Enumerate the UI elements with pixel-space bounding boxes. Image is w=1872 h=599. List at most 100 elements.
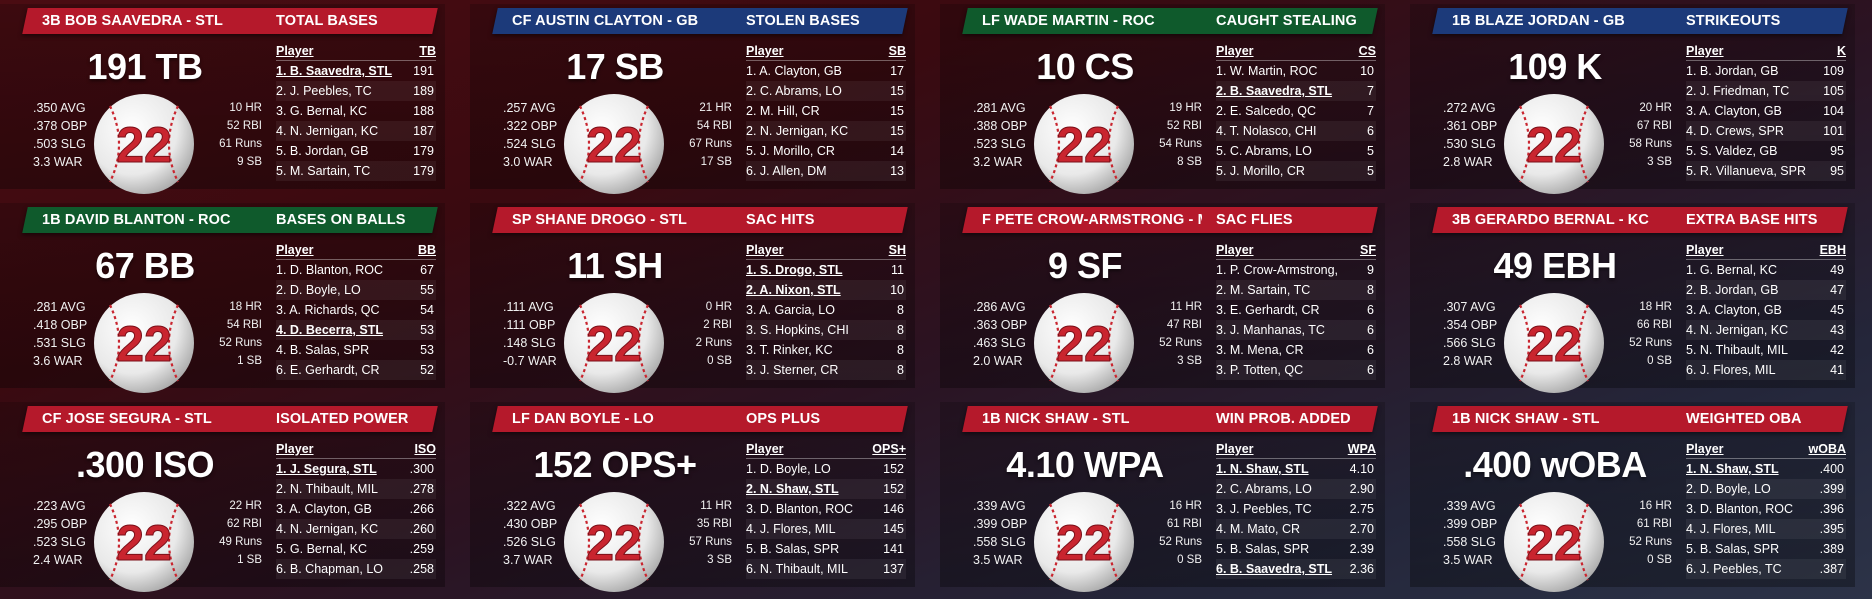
leader-card-sac-hits[interactable]: SP SHANE DROGO - STL SAC HITS 11 SH .111 AV…	[470, 203, 915, 393]
leaderboard-row[interactable]: 1. J. Segura, STL .300	[276, 459, 436, 479]
leaderboard-row[interactable]: 2. B. Jordan, GB 47	[1686, 280, 1846, 300]
leaderboard-row[interactable]: 4. D. Crews, SPR 101	[1686, 121, 1846, 141]
leaderboard-header: Player TB	[276, 41, 436, 61]
leaderboard-row[interactable]: 4. J. Flores, MIL .395	[1686, 519, 1846, 539]
player-stat-value: 13	[890, 164, 904, 178]
leaderboard-row[interactable]: 5. C. Abrams, LO 5	[1216, 141, 1376, 161]
leaderboard-row[interactable]: 5. S. Valdez, GB 95	[1686, 141, 1846, 161]
leaderboard-row[interactable]: 3. J. Peebles, TC 2.75	[1216, 499, 1376, 519]
player-name[interactable]: 2. A. Nixon, STL	[746, 283, 841, 297]
leaderboard-row[interactable]: 3. J. Sterner, CR 8	[746, 360, 906, 380]
leaderboard-row[interactable]: 3. E. Gerhardt, CR 6	[1216, 300, 1376, 320]
leaderboard-row[interactable]: 4. N. Jernigan, KC .260	[276, 519, 436, 539]
leaderboard-row[interactable]: 3. A. Clayton, GB .266	[276, 499, 436, 519]
leaderboard-row[interactable]: 2. N. Shaw, STL 152	[746, 479, 906, 499]
leaderboard-row[interactable]: 3. J. Manhanas, TC 6	[1216, 320, 1376, 340]
leaderboard-row[interactable]: 5. B. Salas, SPR .389	[1686, 539, 1846, 559]
stat-line: 3.5 WAR	[973, 553, 1023, 567]
leaderboard-row[interactable]: 3. A. Clayton, GB 104	[1686, 101, 1846, 121]
player-name[interactable]: 2. N. Shaw, STL	[746, 482, 839, 496]
leaderboard-row[interactable]: 2. D. Boyle, LO 55	[276, 280, 436, 300]
leaderboard-row[interactable]: 6. B. Saavedra, STL 2.36	[1216, 559, 1376, 579]
leader-card-stolen-bases[interactable]: CF AUSTIN CLAYTON - GB STOLEN BASES 17 SB.…	[470, 4, 915, 194]
leaderboard-row[interactable]: 4. T. Nolasco, CHI 6	[1216, 121, 1376, 141]
leaderboard-row[interactable]: 5. B. Salas, SPR 141	[746, 539, 906, 559]
leaderboard-row[interactable]: 2. M. Hill, CR 15	[746, 101, 906, 121]
leaderboard-row[interactable]: 6. J. Flores, MIL 41	[1686, 360, 1846, 380]
leaderboard-row[interactable]: 3. D. Blanton, ROC 146	[746, 499, 906, 519]
leaderboard-row[interactable]: 1. D. Blanton, ROC 67	[276, 260, 436, 280]
leaderboard-row[interactable]: 4. D. Becerra, STL 53	[276, 320, 436, 340]
leaderboard-row[interactable]: 1. P. Crow-Armstrong, 9	[1216, 260, 1376, 280]
leaderboard-row[interactable]: 3. T. Rinker, KC 8	[746, 340, 906, 360]
leaderboard-row[interactable]: 2. A. Nixon, STL 10	[746, 280, 906, 300]
leaderboard-row[interactable]: 2. N. Jernigan, KC 15	[746, 121, 906, 141]
leader-card-strikeouts[interactable]: 1B BLAZE JORDAN - GB STRIKEOUTS 109 K .272 …	[1410, 4, 1855, 194]
leaderboard-row[interactable]: 1. B. Saavedra, STL 191	[276, 61, 436, 81]
leader-card-win-prob-added[interactable]: 1B NICK SHAW - STL WIN PROB. ADDED 4.10 WP…	[940, 402, 1385, 592]
leaderboard-row[interactable]: 3. D. Blanton, ROC .396	[1686, 499, 1846, 519]
leaderboard-row[interactable]: 6. J. Allen, DM 13	[746, 161, 906, 181]
leaderboard-row[interactable]: 3. S. Hopkins, CHI 8	[746, 320, 906, 340]
leaderboard-row[interactable]: 6. B. Chapman, LO .258	[276, 559, 436, 579]
leaderboard-row[interactable]: 3. A. Clayton, GB 45	[1686, 300, 1846, 320]
leaderboard-row[interactable]: 4. B. Salas, SPR 53	[276, 340, 436, 360]
leaderboard-row[interactable]: 6. J. Peebles, TC .387	[1686, 559, 1846, 579]
leaderboard-header: Player CS	[1216, 41, 1376, 61]
leader-card-sac-flies[interactable]: F PETE CROW-ARMSTRONG - MI SAC FLIES 9 SF.…	[940, 203, 1385, 393]
leaderboard-row[interactable]: 5. N. Thibault, MIL 42	[1686, 340, 1846, 360]
leader-card-weighted-oba[interactable]: 1B NICK SHAW - STL WEIGHTED OBA .400 wOBA.…	[1410, 402, 1855, 592]
leaderboard-row[interactable]: 2. C. Abrams, LO 15	[746, 81, 906, 101]
leaderboard-row[interactable]: 2. M. Sartain, TC 8	[1216, 280, 1376, 300]
leaderboard-row[interactable]: 4. M. Mato, CR 2.70	[1216, 519, 1376, 539]
leaderboard-row[interactable]: 3. A. Richards, QC 54	[276, 300, 436, 320]
leaderboard-row[interactable]: 1. S. Drogo, STL 11	[746, 260, 906, 280]
player-name-title: 1B NICK SHAW - STL	[1452, 411, 1600, 427]
leaderboard-row[interactable]: 1. N. Shaw, STL 4.10	[1216, 459, 1376, 479]
leaderboard-row[interactable]: 1. B. Jordan, GB 109	[1686, 61, 1846, 81]
leaderboard-row[interactable]: 2. D. Boyle, LO .399	[1686, 479, 1846, 499]
player-name[interactable]: 6. B. Saavedra, STL	[1216, 562, 1333, 576]
leaderboard-row[interactable]: 2. B. Saavedra, STL 7	[1216, 81, 1376, 101]
leader-card-bases-on-balls[interactable]: 1B DAVID BLANTON - ROC BASES ON BALLS 67 B…	[0, 203, 445, 393]
leaderboard-row[interactable]: 4. J. Flores, MIL 145	[746, 519, 906, 539]
leaderboard-row[interactable]: 1. N. Shaw, STL .400	[1686, 459, 1846, 479]
leader-card-isolated-power[interactable]: CF JOSE SEGURA - STL ISOLATED POWER .300 I…	[0, 402, 445, 592]
leaderboard-row[interactable]: 1. D. Boyle, LO 152	[746, 459, 906, 479]
leaderboard-row[interactable]: 5. J. Morillo, CR 14	[746, 141, 906, 161]
player-name[interactable]: 1. N. Shaw, STL	[1686, 462, 1779, 476]
leader-card-total-bases[interactable]: 3B BOB SAAVEDRA - STL TOTAL BASES 191 TB .3…	[0, 4, 445, 194]
leaderboard-row[interactable]: 5. J. Morillo, CR 5	[1216, 161, 1376, 181]
player-name[interactable]: 1. N. Shaw, STL	[1216, 462, 1309, 476]
leaderboard-row[interactable]: 2. C. Abrams, LO 2.90	[1216, 479, 1376, 499]
leaderboard-row[interactable]: 1. A. Clayton, GB 17	[746, 61, 906, 81]
leaderboard-row[interactable]: 2. N. Thibault, MIL .278	[276, 479, 436, 499]
player-name[interactable]: 1. S. Drogo, STL	[746, 263, 843, 277]
leader-card-ops-plus[interactable]: LF DAN BOYLE - LO OPS PLUS 152 OPS+ .322 AV…	[470, 402, 915, 592]
leaderboard-row[interactable]: 6. N. Thibault, MIL 137	[746, 559, 906, 579]
leaderboard-row[interactable]: 3. M. Mena, CR 6	[1216, 340, 1376, 360]
leaderboard-row[interactable]: 3. P. Totten, QC 6	[1216, 360, 1376, 380]
leader-card-extra-base-hits[interactable]: 3B GERARDO BERNAL - KC EXTRA BASE HITS 49 …	[1410, 203, 1855, 393]
leaderboard-row[interactable]: 2. E. Salcedo, QC 7	[1216, 101, 1376, 121]
leaderboard-row[interactable]: 5. M. Sartain, TC 179	[276, 161, 436, 181]
leaderboard-row[interactable]: 5. R. Villanueva, SPR 95	[1686, 161, 1846, 181]
player-name[interactable]: 4. D. Becerra, STL	[276, 323, 383, 337]
leader-card-caught-stealing[interactable]: LF WADE MARTIN - ROC CAUGHT STEALING 10 CS…	[940, 4, 1385, 194]
leaderboard-row[interactable]: 2. J. Peebles, TC 189	[276, 81, 436, 101]
leaderboard-row[interactable]: 5. B. Jordan, GB 179	[276, 141, 436, 161]
leaderboard-row[interactable]: 1. G. Bernal, KC 49	[1686, 260, 1846, 280]
leaderboard-row[interactable]: 6. E. Gerhardt, CR 52	[276, 360, 436, 380]
player-stat-value: 137	[883, 562, 904, 576]
player-name[interactable]: 1. B. Saavedra, STL	[276, 64, 393, 78]
leaderboard-row[interactable]: 5. B. Salas, SPR 2.39	[1216, 539, 1376, 559]
leaderboard-row[interactable]: 3. G. Bernal, KC 188	[276, 101, 436, 121]
leaderboard-row[interactable]: 1. W. Martin, ROC 10	[1216, 61, 1376, 81]
leaderboard-row[interactable]: 2. J. Friedman, TC 105	[1686, 81, 1846, 101]
leaderboard-row[interactable]: 3. A. Garcia, LO 8	[746, 300, 906, 320]
leaderboard-row[interactable]: 4. N. Jernigan, KC 43	[1686, 320, 1846, 340]
player-name[interactable]: 2. B. Saavedra, STL	[1216, 84, 1333, 98]
leaderboard-row[interactable]: 4. N. Jernigan, KC 187	[276, 121, 436, 141]
leaderboard-row[interactable]: 5. G. Bernal, KC .259	[276, 539, 436, 559]
player-name[interactable]: 1. J. Segura, STL	[276, 462, 377, 476]
